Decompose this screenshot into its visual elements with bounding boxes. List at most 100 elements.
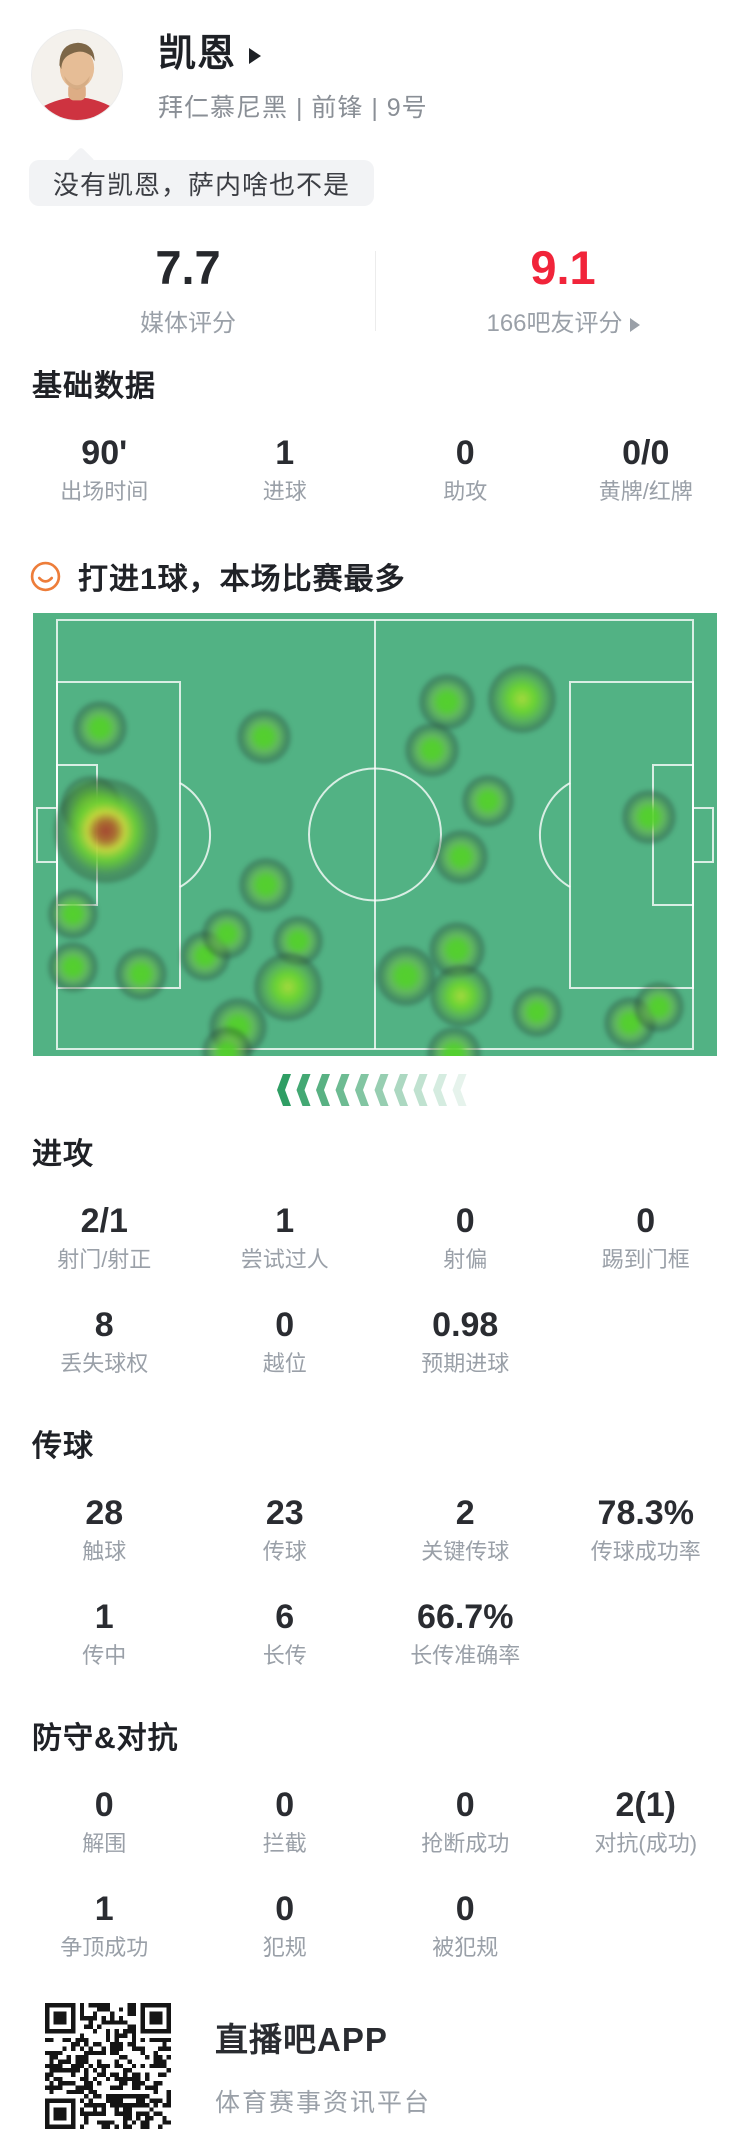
player-meta: 拜仁慕尼黑 | 前锋 | 9号 xyxy=(158,94,428,122)
player-header: 凯恩 拜仁慕尼黑 | 前锋 | 9号 xyxy=(158,30,428,124)
media-rating-value: 7.7 xyxy=(155,241,221,294)
quote-bubble: 没有凯恩，萨内啥也不是 xyxy=(29,160,375,206)
heatmap-field xyxy=(33,613,717,1056)
stat-cell: 1 尝试过人 xyxy=(195,1198,376,1276)
stat-cell: 23 传球 xyxy=(195,1490,376,1568)
stat-value: 2 xyxy=(455,1494,475,1532)
stat-value: 66.7% xyxy=(417,1598,514,1636)
qr-code xyxy=(45,2003,171,2129)
heat-point xyxy=(73,701,128,756)
stat-cell: 0 助攻 xyxy=(375,430,556,508)
stat-label: 解围 xyxy=(82,1831,127,1856)
section-title: 基础数据 xyxy=(32,370,156,403)
stat-label: 长传 xyxy=(262,1643,307,1668)
stat-cell: 66.7% 长传准确率 xyxy=(375,1594,556,1672)
heat-point xyxy=(429,965,492,1028)
ratings-block: 7.7 媒体评分 9.1 166吧友评分 xyxy=(0,243,750,343)
stat-value: 8 xyxy=(94,1306,114,1344)
smiley-icon xyxy=(30,561,61,591)
heat-point xyxy=(53,779,158,884)
stat-value: 0 xyxy=(275,1786,295,1824)
attack-direction-arrows xyxy=(277,1074,467,1106)
stat-value: 0 xyxy=(636,1202,656,1240)
heat-point xyxy=(239,858,294,913)
stat-cell: 1 传中 xyxy=(14,1594,195,1672)
section-attack: 进攻 2/1 射门/射正 1 尝试过人 0 射偏 0 踢到门框 8 丢失球权 0 越位 0.98 预期进球 xyxy=(0,1136,750,1380)
heat-point xyxy=(633,982,684,1033)
section-title: 防守&对抗 xyxy=(32,1722,179,1755)
stat-value: 28 xyxy=(85,1494,124,1532)
stat-label: 对抗(成功) xyxy=(594,1831,698,1856)
stat-value: 1 xyxy=(94,1890,114,1928)
stat-cell: 0 越位 xyxy=(195,1302,376,1380)
stat-value: 78.3% xyxy=(597,1494,694,1532)
stat-value: 0 xyxy=(455,1202,475,1240)
stat-cell: 6 长传 xyxy=(195,1594,376,1672)
heat-point xyxy=(404,723,459,778)
stat-label: 传球 xyxy=(262,1539,307,1564)
stat-label: 丢失球权 xyxy=(60,1351,149,1376)
stat-value: 0 xyxy=(275,1306,295,1344)
stat-row: 28 触球 23 传球 2 关键传球 78.3% 传球成功率 xyxy=(0,1490,750,1568)
stat-row: 1 争顶成功 0 犯规 0 被犯规 xyxy=(0,1886,750,1964)
stat-row: 0 解围 0 拦截 0 抢断成功 2(1) 对抗(成功) xyxy=(0,1782,750,1860)
stat-value: 6 xyxy=(275,1598,295,1636)
stat-cell: 90' 出场时间 xyxy=(14,430,195,508)
stat-cell: 2/1 射门/射正 xyxy=(14,1198,195,1276)
stat-label: 争顶成功 xyxy=(60,1935,149,1960)
heat-point xyxy=(115,948,168,1001)
fans-rating-label-text: 166吧友评分 xyxy=(486,310,623,337)
stat-label: 关键传球 xyxy=(421,1539,510,1564)
stat-label: 抢断成功 xyxy=(421,1831,510,1856)
fans-rating-value: 9.1 xyxy=(530,241,596,294)
heat-point xyxy=(237,710,292,765)
player-photo xyxy=(32,30,122,120)
stat-label: 传中 xyxy=(82,1643,127,1668)
player-name-row[interactable]: 凯恩 xyxy=(158,30,428,78)
stat-cell: 0/0 黄牌/红牌 xyxy=(556,430,737,508)
stat-cell: 2 关键传球 xyxy=(375,1490,556,1568)
stat-label: 进球 xyxy=(262,479,307,504)
avatar[interactable] xyxy=(31,29,123,121)
stat-value: 0 xyxy=(455,1786,475,1824)
app-slogan: 体育赛事资讯平台 xyxy=(215,2089,432,2117)
heat-point xyxy=(418,673,475,730)
section-passing: 传球 28 触球 23 传球 2 关键传球 78.3% 传球成功率 1 传中 6 长传 66.7% 长传准… xyxy=(0,1428,750,1672)
chevron-right-icon xyxy=(629,318,640,332)
fans-rating-label: 166吧友评分 xyxy=(413,310,713,338)
chevron-right-icon xyxy=(249,48,262,64)
stat-value: 1 xyxy=(94,1598,114,1636)
heat-point xyxy=(254,953,323,1022)
stat-row: 1 传中 6 长传 66.7% 长传准确率 xyxy=(0,1594,750,1672)
stat-cell: 2(1) 对抗(成功) xyxy=(556,1782,737,1860)
stat-value: 0 xyxy=(94,1786,114,1824)
stat-value: 0.98 xyxy=(432,1306,499,1344)
stat-value: 1 xyxy=(275,1202,295,1240)
stat-row: 90' 出场时间 1 进球 0 助攻 0/0 黄牌/红牌 xyxy=(0,430,750,508)
heat-point xyxy=(47,942,98,993)
stat-label: 拦截 xyxy=(262,1831,307,1856)
stat-label: 射偏 xyxy=(443,1247,488,1272)
section-title: 传球 xyxy=(32,1430,94,1463)
stat-cell xyxy=(556,1302,737,1380)
stat-cell: 0.98 预期进球 xyxy=(375,1302,556,1380)
stat-cell: 8 丢失球权 xyxy=(14,1302,195,1380)
stat-label: 犯规 xyxy=(262,1935,307,1960)
app-name: 直播吧APP xyxy=(215,2021,388,2058)
stat-cell: 1 争顶成功 xyxy=(14,1886,195,1964)
player-name: 凯恩 xyxy=(158,33,237,75)
stat-cell: 0 踢到门框 xyxy=(556,1198,737,1276)
stat-label: 长传准确率 xyxy=(410,1643,521,1668)
heat-point xyxy=(47,889,98,940)
stat-label: 助攻 xyxy=(443,479,488,504)
stat-label: 传球成功率 xyxy=(590,1539,701,1564)
stat-cell: 78.3% 传球成功率 xyxy=(556,1490,737,1568)
ratings-divider xyxy=(375,251,376,331)
stat-label: 触球 xyxy=(82,1539,127,1564)
stat-label: 尝试过人 xyxy=(240,1247,329,1272)
highlight-text: 打进1球，本场比赛最多 xyxy=(78,563,406,596)
stat-row: 8 丢失球权 0 越位 0.98 预期进球 xyxy=(0,1302,750,1380)
media-rating: 7.7 媒体评分 xyxy=(38,243,338,338)
fans-rating[interactable]: 9.1 166吧友评分 xyxy=(413,243,713,338)
stat-cell: 0 射偏 xyxy=(375,1198,556,1276)
